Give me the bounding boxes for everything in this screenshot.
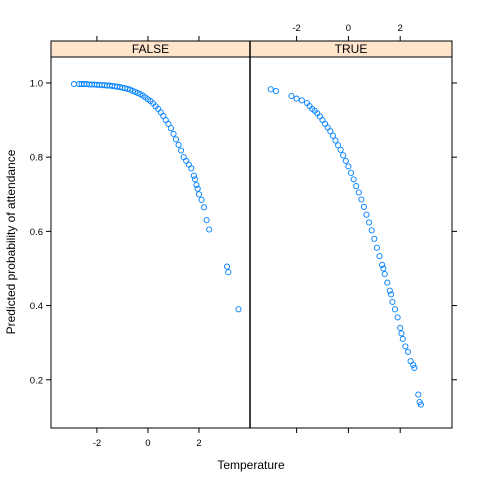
data-point [319, 117, 326, 124]
data-point [180, 154, 187, 161]
data-point [298, 97, 305, 104]
x-axis-title: Temperature [217, 458, 285, 472]
data-point [203, 217, 210, 224]
y-tick-label: 0.6 [30, 227, 43, 238]
data-point [342, 157, 349, 164]
data-point [360, 203, 367, 210]
data-point [172, 136, 180, 143]
data-point [376, 253, 383, 260]
data-point [175, 141, 182, 148]
data-point [391, 306, 399, 313]
data-point [355, 189, 362, 196]
data-point [368, 227, 375, 234]
data-point [358, 196, 365, 203]
x-tick-label: -2 [93, 438, 101, 449]
data-point [267, 86, 274, 93]
data-point [404, 348, 412, 355]
data-point [366, 219, 373, 226]
data-point [332, 137, 339, 144]
data-point [371, 235, 378, 242]
y-axis-title: Predicted probability of attendance [4, 149, 18, 334]
data-point [193, 181, 200, 189]
x-tick-label: -2 [292, 23, 300, 34]
data-point [398, 330, 405, 337]
data-point [410, 361, 417, 368]
data-point [389, 298, 396, 305]
panel-frame-false [50, 56, 251, 429]
data-point [363, 211, 370, 218]
data-point [223, 263, 231, 270]
data-point [381, 270, 388, 278]
data-point [384, 279, 391, 286]
data-point [379, 261, 386, 268]
data-point [194, 185, 201, 192]
data-point [170, 130, 177, 137]
data-point [206, 226, 213, 233]
x-tick-label: 2 [196, 438, 201, 449]
data-point [198, 196, 205, 203]
data-point [70, 81, 78, 88]
data-point [327, 128, 334, 135]
data-point [165, 120, 172, 127]
data-point [272, 88, 279, 95]
data-point [124, 85, 131, 92]
data-point [402, 343, 409, 350]
data-point [411, 364, 418, 371]
data-point [415, 391, 422, 398]
data-point [380, 265, 387, 272]
data-point [388, 291, 395, 298]
data-point [183, 157, 190, 164]
data-point [397, 324, 404, 331]
data-point [225, 269, 232, 276]
data-point [324, 124, 331, 131]
data-point [235, 306, 242, 313]
data-point [347, 169, 355, 176]
y-tick-label: 0.2 [30, 375, 43, 386]
data-point [394, 314, 401, 321]
data-point [340, 152, 347, 159]
data-point [417, 401, 424, 408]
data-point [192, 176, 199, 183]
data-point [293, 95, 300, 102]
y-tick-label: 0.8 [30, 153, 43, 164]
y-tick-label: 1.0 [30, 78, 43, 89]
data-point [185, 161, 192, 168]
data-point [322, 120, 329, 127]
data-point [329, 132, 336, 139]
strip-label-true: TRUE [335, 42, 368, 56]
y-tick-label: 0.4 [30, 301, 43, 312]
data-point [350, 176, 357, 183]
data-point [201, 204, 208, 211]
x-tick-label: 0 [346, 23, 351, 34]
strip-label-false: FALSE [132, 42, 169, 56]
data-point [407, 358, 414, 365]
x-tick-label: 2 [398, 23, 403, 34]
data-point [386, 287, 393, 294]
data-point [373, 244, 380, 251]
x-tick-label: 0 [145, 438, 150, 449]
data-point [195, 191, 203, 198]
data-point [178, 147, 185, 154]
data-point [353, 183, 360, 190]
data-point [188, 165, 195, 172]
data-point [288, 92, 295, 100]
panel-frame-true [249, 56, 453, 429]
data-point [337, 146, 344, 153]
data-point [345, 163, 352, 170]
data-point [399, 335, 406, 343]
data-point [162, 117, 169, 124]
data-point [190, 172, 197, 179]
data-point [335, 142, 342, 149]
data-point [167, 125, 174, 132]
